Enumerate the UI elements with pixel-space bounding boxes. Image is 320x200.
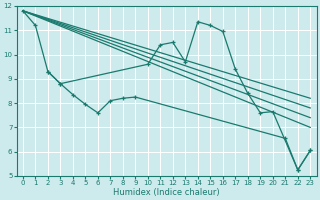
X-axis label: Humidex (Indice chaleur): Humidex (Indice chaleur) — [113, 188, 220, 197]
